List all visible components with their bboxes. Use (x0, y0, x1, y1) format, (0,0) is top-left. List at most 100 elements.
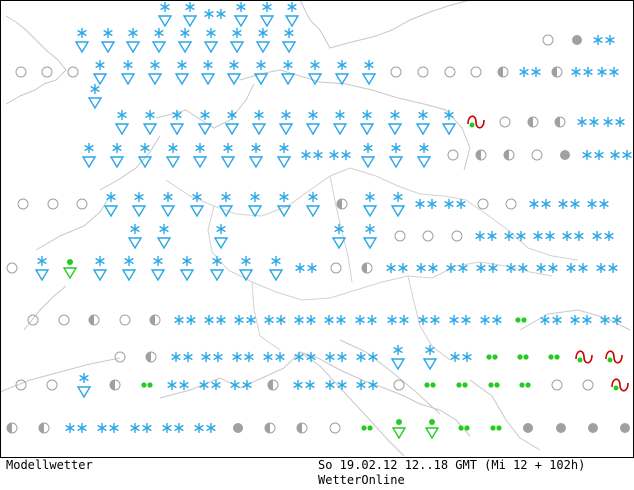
snow-shower-symbol (361, 59, 377, 86)
clear-circle-symbol (582, 379, 594, 391)
clear-circle-symbol (119, 314, 131, 326)
half-cloudy-circle-symbol (527, 116, 539, 128)
snow-flakes-symbol (356, 379, 378, 391)
overcast-circle-symbol (588, 423, 598, 433)
snow-shower-symbol (165, 142, 181, 169)
border-segment (431, 261, 553, 279)
half-cloudy-circle-symbol (267, 379, 279, 391)
snow-shower-symbol (109, 142, 125, 169)
snow-shower-symbol (213, 223, 229, 250)
snow-flakes-symbol (450, 351, 472, 363)
clear-circle-symbol (505, 198, 517, 210)
half-cloudy-circle-symbol (264, 422, 276, 434)
product-label: Modellwetter (6, 458, 93, 472)
border-segment (329, 175, 353, 283)
snow-flakes-symbol (570, 314, 592, 326)
overcast-circle-symbol (620, 423, 630, 433)
snow-flakes-symbol (418, 314, 440, 326)
snow-shower-symbol (142, 109, 158, 136)
rain-drops-symbol (517, 354, 529, 360)
snow-shower-symbol (127, 223, 143, 250)
clear-circle-symbol (417, 66, 429, 78)
snow-flakes-symbol (504, 230, 526, 242)
clear-circle-symbol (551, 379, 563, 391)
snow-flakes-symbol (230, 379, 252, 391)
clear-circle-symbol (114, 351, 126, 363)
snow-shower-symbol (200, 59, 216, 86)
snow-flakes-symbol (562, 230, 584, 242)
border-segment (465, 199, 579, 261)
snow-flakes-symbol (232, 351, 254, 363)
rain-shower-symbol (62, 259, 78, 280)
snow-shower-symbol (255, 27, 271, 54)
snow-shower-symbol (220, 142, 236, 169)
snow-flakes-symbol (597, 66, 619, 78)
clear-circle-symbol (394, 230, 406, 242)
snow-flakes-symbol (603, 116, 625, 128)
overcast-circle-symbol (233, 423, 243, 433)
snow-flakes-symbol (610, 149, 632, 161)
snow-shower-symbol (229, 27, 245, 54)
snow-shower-symbol (416, 142, 432, 169)
forecast-symbols (6, 1, 632, 440)
snow-shower-symbol (157, 1, 173, 28)
snow-flakes-symbol (263, 351, 285, 363)
clear-circle-symbol (58, 314, 70, 326)
snow-flakes-symbol (356, 351, 378, 363)
rain-drops-symbol (490, 425, 502, 431)
snow-shower-symbol (305, 109, 321, 136)
snow-flakes-symbol (387, 314, 409, 326)
clear-circle-symbol (531, 149, 543, 161)
snow-shower-symbol (81, 142, 97, 169)
snow-flakes-symbol (596, 262, 618, 274)
snow-flakes-symbol (264, 314, 286, 326)
clear-circle-symbol (470, 66, 482, 78)
freezing-rain-symbol (611, 378, 629, 392)
snow-shower-symbol (248, 142, 264, 169)
clear-circle-symbol (15, 66, 27, 78)
snow-shower-symbol (92, 59, 108, 86)
snow-shower-symbol (224, 109, 240, 136)
rain-drops-symbol (548, 354, 560, 360)
snow-shower-symbol (125, 27, 141, 54)
benelux-coast (99, 135, 161, 191)
clear-circle-symbol (46, 379, 58, 391)
clear-circle-symbol (447, 149, 459, 161)
rain-drops-symbol (515, 317, 527, 323)
half-cloudy-circle-symbol (551, 66, 563, 78)
border-segment (349, 167, 467, 201)
snow-shower-symbol (233, 1, 249, 28)
snow-shower-symbol (114, 109, 130, 136)
clear-circle-symbol (393, 379, 405, 391)
snow-shower-symbol (120, 59, 136, 86)
overcast-circle-symbol (560, 150, 570, 160)
half-cloudy-circle-symbol (497, 66, 509, 78)
snow-flakes-symbol (324, 314, 346, 326)
snow-shower-symbol (137, 142, 153, 169)
snow-flakes-symbol (194, 422, 216, 434)
snow-shower-symbol (305, 191, 321, 218)
snow-shower-symbol (156, 223, 172, 250)
rain-shower-symbol (424, 419, 440, 440)
snow-shower-symbol (253, 59, 269, 86)
snow-shower-symbol (362, 191, 378, 218)
snow-flakes-symbol (444, 198, 466, 210)
snow-shower-symbol (387, 109, 403, 136)
italy-coast (299, 351, 405, 457)
rain-drops-symbol (458, 425, 470, 431)
snow-shower-symbol (76, 372, 92, 399)
rain-drops-symbol (486, 354, 498, 360)
snow-flakes-symbol (171, 351, 193, 363)
mediterranean-coast (159, 351, 471, 437)
snow-shower-symbol (226, 59, 242, 86)
snow-shower-symbol (331, 223, 347, 250)
clear-circle-symbol (15, 379, 27, 391)
snow-flakes-symbol (174, 314, 196, 326)
coastlines (0, 0, 631, 457)
snow-shower-symbol (238, 255, 254, 282)
half-cloudy-circle-symbol (296, 422, 308, 434)
rain-drops-symbol (424, 382, 436, 388)
overcast-circle-symbol (572, 35, 582, 45)
freezing-rain-symbol (467, 115, 485, 129)
snow-flakes-symbol (536, 262, 558, 274)
